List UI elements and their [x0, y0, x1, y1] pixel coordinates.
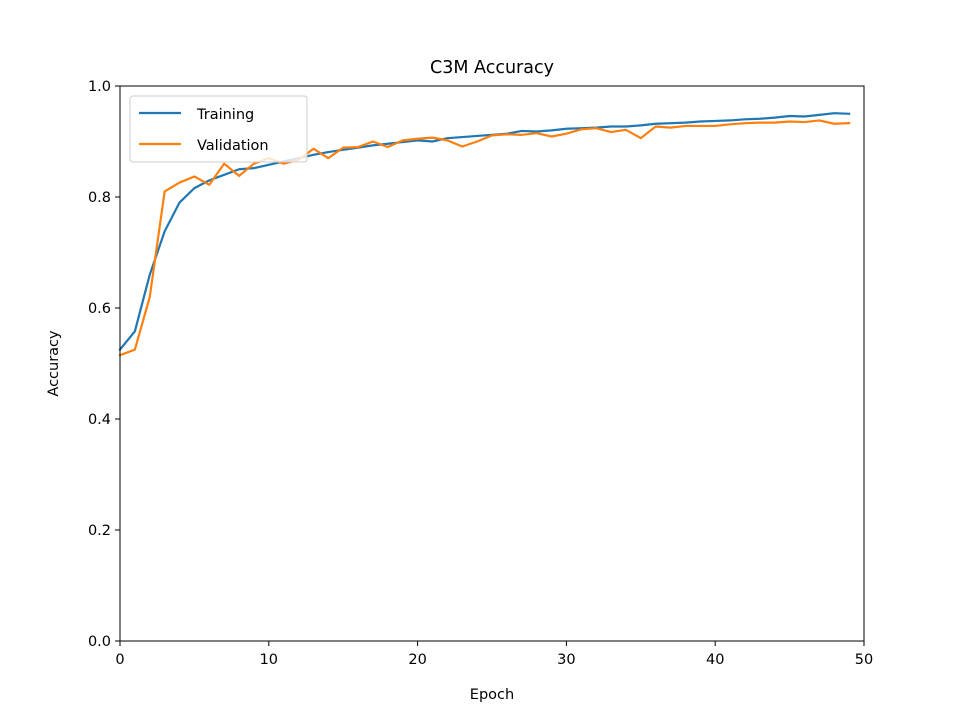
x-tick-label-40: 40 [706, 652, 724, 668]
x-tick-label-20: 20 [408, 652, 426, 668]
y-tick-label-1: 0.2 [88, 523, 111, 539]
tick-layer: 0 10 20 30 40 50 0.0 0.2 0.4 0.6 0.8 1.0 [88, 79, 873, 668]
x-axis-label: Epoch [470, 687, 514, 703]
chart-title: C3M Accuracy [430, 58, 554, 78]
plot-frame [119, 85, 865, 642]
x-tick-label-0: 0 [115, 652, 124, 668]
x-tick-label-10: 10 [260, 652, 278, 668]
y-tick-label-0: 0.0 [88, 634, 111, 650]
legend-label-validation: Validation [197, 138, 269, 154]
y-tick-label-5: 1.0 [88, 79, 111, 95]
series-line-validation [118, 119, 851, 357]
series-line-training [118, 112, 851, 352]
legend-label-training: Training [196, 107, 254, 123]
y-tick-label-2: 0.4 [88, 412, 111, 428]
x-tick-label-50: 50 [855, 652, 873, 668]
y-tick-label-3: 0.6 [88, 301, 111, 317]
y-axis-label: Accuracy [46, 330, 62, 397]
legend: Training Validation [129, 95, 308, 163]
series-layer [118, 112, 851, 357]
y-tick-label-4: 0.8 [88, 190, 111, 206]
x-tick-label-30: 30 [557, 652, 575, 668]
